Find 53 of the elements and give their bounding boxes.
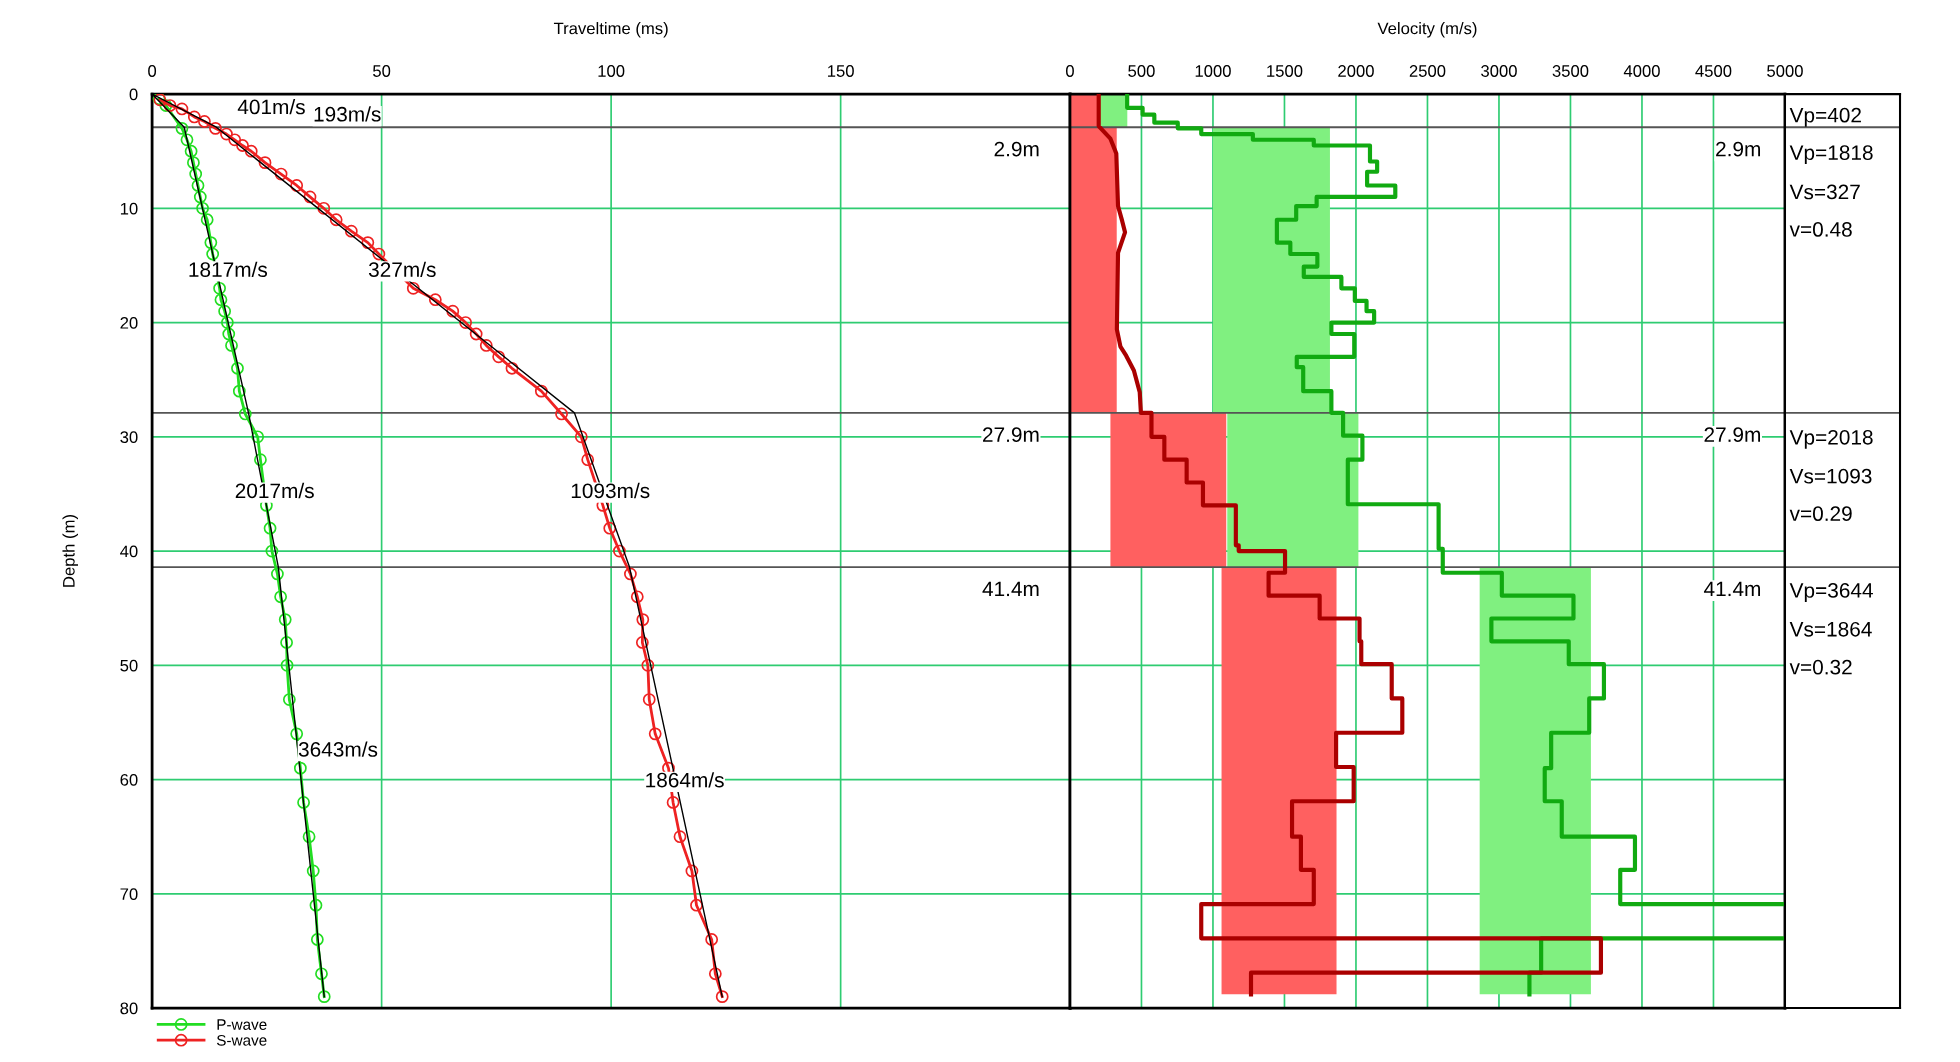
x-axis-title: Velocity (m/s) — [1377, 22, 1477, 38]
y-tick-label: 60 — [120, 773, 138, 786]
ref-line-label: 27.9m — [983, 427, 1039, 443]
ref-line-label: 41.4m — [1703, 581, 1761, 597]
text: Vp=3644 — [1789, 583, 1873, 602]
annotation: 401m/s — [237, 99, 305, 115]
x-tick-label: 1000 — [1195, 65, 1231, 77]
text: Vp=2018 — [1789, 429, 1873, 449]
annotation: 193m/s — [314, 106, 381, 122]
x-tick-label: 4000 — [1623, 65, 1660, 77]
annotation: 1864m/s — [646, 772, 724, 788]
text: Vs=1093 — [1789, 468, 1872, 484]
text: v=0.32 — [1789, 659, 1852, 675]
x-tick-label: 50 — [373, 65, 391, 77]
y-tick-label: 20 — [120, 316, 138, 329]
y-tick-label: 0 — [129, 88, 138, 101]
x-axis-title: Traveltime (ms) — [553, 22, 668, 38]
x-tick-label: 150 — [828, 65, 854, 77]
ref-line-label: 2.9m — [1716, 141, 1761, 157]
ref-line-label: 27.9m — [1704, 427, 1761, 443]
legend-label: P-wave — [217, 1019, 267, 1030]
x-tick-label: 500 — [1128, 65, 1155, 77]
text: Vs=1864 — [1789, 621, 1872, 637]
x-tick-label: 2500 — [1409, 65, 1446, 77]
y-tick-label: 30 — [120, 431, 138, 444]
y-tick-label: 80 — [120, 1002, 138, 1015]
text: v=0.48 — [1789, 222, 1852, 237]
x-tick-label: 3500 — [1552, 65, 1589, 77]
y-axis-title: Depth (m) — [62, 515, 78, 587]
text: Vp=402 — [1789, 107, 1861, 127]
text: Vp=1818 — [1789, 145, 1873, 165]
ref-line-label: 2.9m — [994, 141, 1039, 157]
legend-label: S-wave — [216, 1034, 267, 1046]
x-tick-label: 4500 — [1695, 65, 1732, 77]
annotation: 2017m/s — [235, 482, 314, 499]
x-tick-label: 5000 — [1767, 65, 1803, 77]
x-tick-label: 3000 — [1481, 65, 1517, 77]
annotation: 327m/s — [368, 261, 436, 277]
x-tick-label: 1500 — [1267, 65, 1303, 77]
annotation: 1817m/s — [189, 261, 268, 277]
y-tick-label: 70 — [120, 888, 138, 901]
x-tick-label: 0 — [148, 65, 157, 77]
y-tick-label: 50 — [120, 659, 138, 672]
y-tick-label: 40 — [120, 545, 138, 558]
x-tick-label: 2000 — [1338, 65, 1374, 77]
x-tick-label: 100 — [598, 65, 625, 77]
y-tick-label: 10 — [120, 202, 138, 215]
text: v=0.29 — [1789, 506, 1852, 522]
annotation: 1093m/s — [571, 482, 650, 499]
annotation: 3643m/s — [298, 741, 378, 757]
x-tick-label: 0 — [1065, 65, 1074, 77]
ref-line-label: 41.4m — [982, 581, 1039, 597]
text: Vs=327 — [1789, 184, 1860, 200]
